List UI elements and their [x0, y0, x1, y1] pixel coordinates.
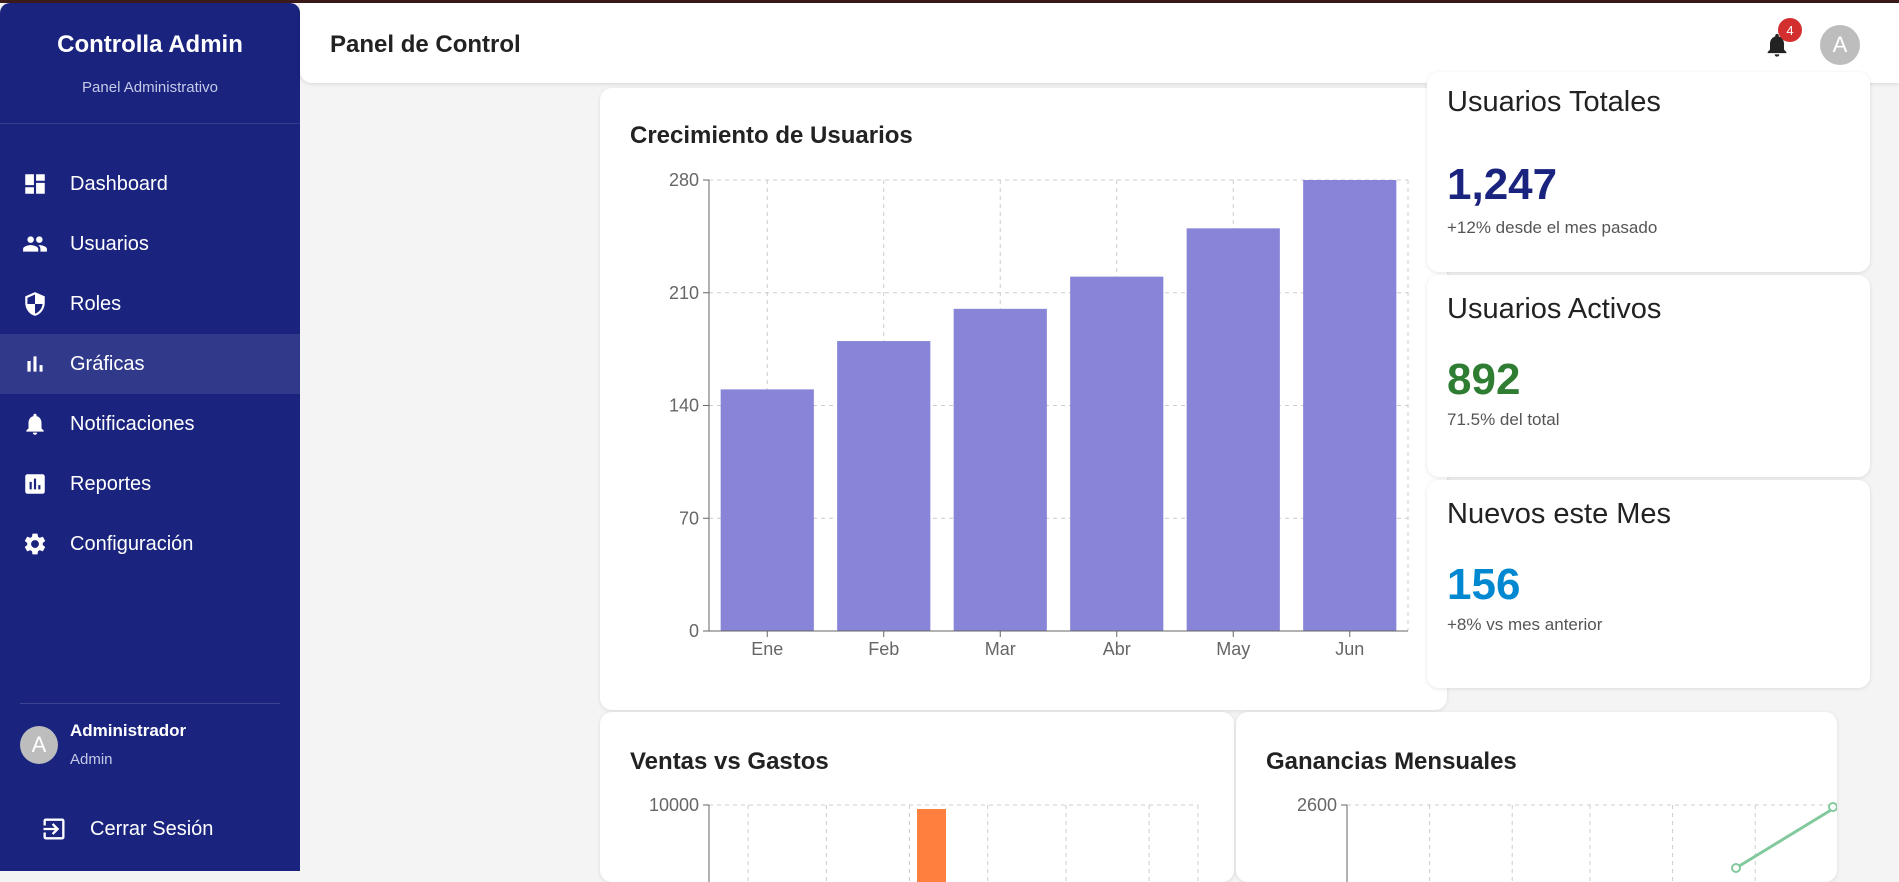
brand: Controlla Admin Panel Administrativo [0, 3, 300, 124]
sidebar-item-dashboard[interactable]: Dashboard [0, 154, 300, 214]
sidebar-item-notificaciones[interactable]: Notificaciones [0, 394, 300, 454]
user-name: Administrador [70, 721, 187, 740]
stat-card-total-users: Usuarios Totales 1,247 +12% desde el mes… [1427, 72, 1870, 272]
sidebar-item-label: Configuración [70, 532, 194, 555]
stat-label: Usuarios Totales [1447, 86, 1661, 118]
logout-icon [43, 818, 65, 840]
stat-card-new-users: Nuevos este Mes 156 +8% vs mes anterior [1427, 480, 1870, 688]
y-tick-label: 2600 [1297, 795, 1337, 815]
page-title: Panel de Control [330, 31, 521, 58]
sidebar-item-label: Dashboard [70, 172, 168, 195]
gear-icon [22, 531, 48, 557]
sidebar-item-graficas[interactable]: Gráficas [0, 334, 300, 394]
y-tick-label: 10000 [649, 795, 699, 815]
stat-value: 156 [1447, 560, 1521, 609]
shield-icon [22, 291, 48, 317]
y-tick-label: 140 [669, 396, 699, 416]
logout-label: Cerrar Sesión [90, 817, 214, 840]
chart-bar [837, 341, 931, 631]
sales-chart: 10000 [649, 795, 1199, 882]
top-header: Panel de Control 4 A [300, 3, 1899, 83]
user-role: Admin [70, 751, 113, 768]
profit-chart-title: Ganancias Mensuales [1266, 748, 1517, 775]
sidebar-item-label: Reportes [70, 472, 152, 495]
brand-title: Controlla Admin [57, 31, 243, 58]
bell-icon [1767, 33, 1787, 57]
chart-bar [953, 308, 1047, 631]
logout-button[interactable]: Cerrar Sesión [40, 815, 213, 843]
notifications-button[interactable] [1763, 31, 1793, 61]
sidebar-item-label: Notificaciones [70, 412, 195, 435]
x-tick-label: Jun [1335, 639, 1364, 659]
y-tick-label: 210 [669, 283, 699, 303]
sidebar-item-roles[interactable]: Roles [0, 274, 300, 334]
chart-point [1828, 802, 1837, 812]
x-tick-label: Ene [751, 639, 783, 659]
bell-icon [22, 411, 48, 437]
chart-bar [1303, 180, 1397, 631]
dashboard-icon [22, 171, 48, 197]
y-tick-label: 70 [679, 508, 699, 528]
sidebar-user: A Administrador Admin [20, 721, 186, 768]
sidebar: Controlla Admin Panel Administrativo Das… [0, 3, 300, 871]
stat-subtext: +12% desde el mes pasado [1447, 218, 1658, 237]
sidebar-item-label: Gráficas [70, 352, 145, 375]
window-top-border [0, 0, 1899, 3]
bar-chart-icon [22, 351, 48, 377]
growth-chart: 0 70 140 210 280 Ene Feb Mar Abr May Jun [669, 170, 1409, 659]
profit-chart: 2600 [1297, 795, 1837, 882]
y-tick-label: 0 [689, 621, 699, 641]
profit-chart-card: Ganancias Mensuales 2600 [1236, 712, 1837, 882]
x-tick-label: Mar [985, 639, 1016, 659]
report-icon [22, 471, 48, 497]
people-icon [22, 231, 48, 257]
sidebar-divider [20, 703, 280, 704]
sidebar-item-label: Roles [70, 292, 122, 315]
sidebar-item-usuarios[interactable]: Usuarios [0, 214, 300, 274]
sidebar-item-reportes[interactable]: Reportes [0, 454, 300, 514]
avatar: A [20, 725, 58, 764]
x-tick-label: May [1216, 639, 1250, 659]
growth-chart-card: Crecimiento de Usuarios 0 70 140 210 280 Ene F… [600, 88, 1447, 710]
sidebar-nav: Dashboard Usuarios Roles Gráficas Notifi… [0, 154, 300, 574]
chart-bar [720, 389, 814, 631]
stat-label: Nuevos este Mes [1447, 498, 1672, 530]
stat-subtext: 71.5% del total [1447, 410, 1560, 429]
stat-subtext: +8% vs mes anterior [1447, 615, 1603, 634]
y-tick-label: 280 [669, 170, 699, 190]
sales-chart-card: Ventas vs Gastos 10000 [600, 712, 1234, 882]
stat-card-active-users: Usuarios Activos 892 71.5% del total [1427, 275, 1870, 477]
chart-line [1735, 805, 1837, 870]
chart-bar [1070, 276, 1164, 631]
stat-value: 892 [1447, 355, 1521, 404]
chart-bar [917, 809, 946, 882]
stat-value: 1,247 [1447, 160, 1558, 209]
growth-chart-title: Crecimiento de Usuarios [630, 122, 913, 149]
sales-chart-title: Ventas vs Gastos [630, 748, 829, 775]
sidebar-item-label: Usuarios [70, 232, 149, 255]
user-avatar-button[interactable]: A [1820, 25, 1860, 65]
stat-label: Usuarios Activos [1447, 293, 1662, 325]
brand-subtitle: Panel Administrativo [82, 79, 218, 96]
chart-bar [1186, 228, 1280, 632]
notification-badge: 4 [1778, 18, 1802, 42]
x-tick-label: Abr [1103, 639, 1131, 659]
x-tick-label: Feb [868, 639, 899, 659]
sidebar-item-configuracion[interactable]: Configuración [0, 514, 300, 574]
